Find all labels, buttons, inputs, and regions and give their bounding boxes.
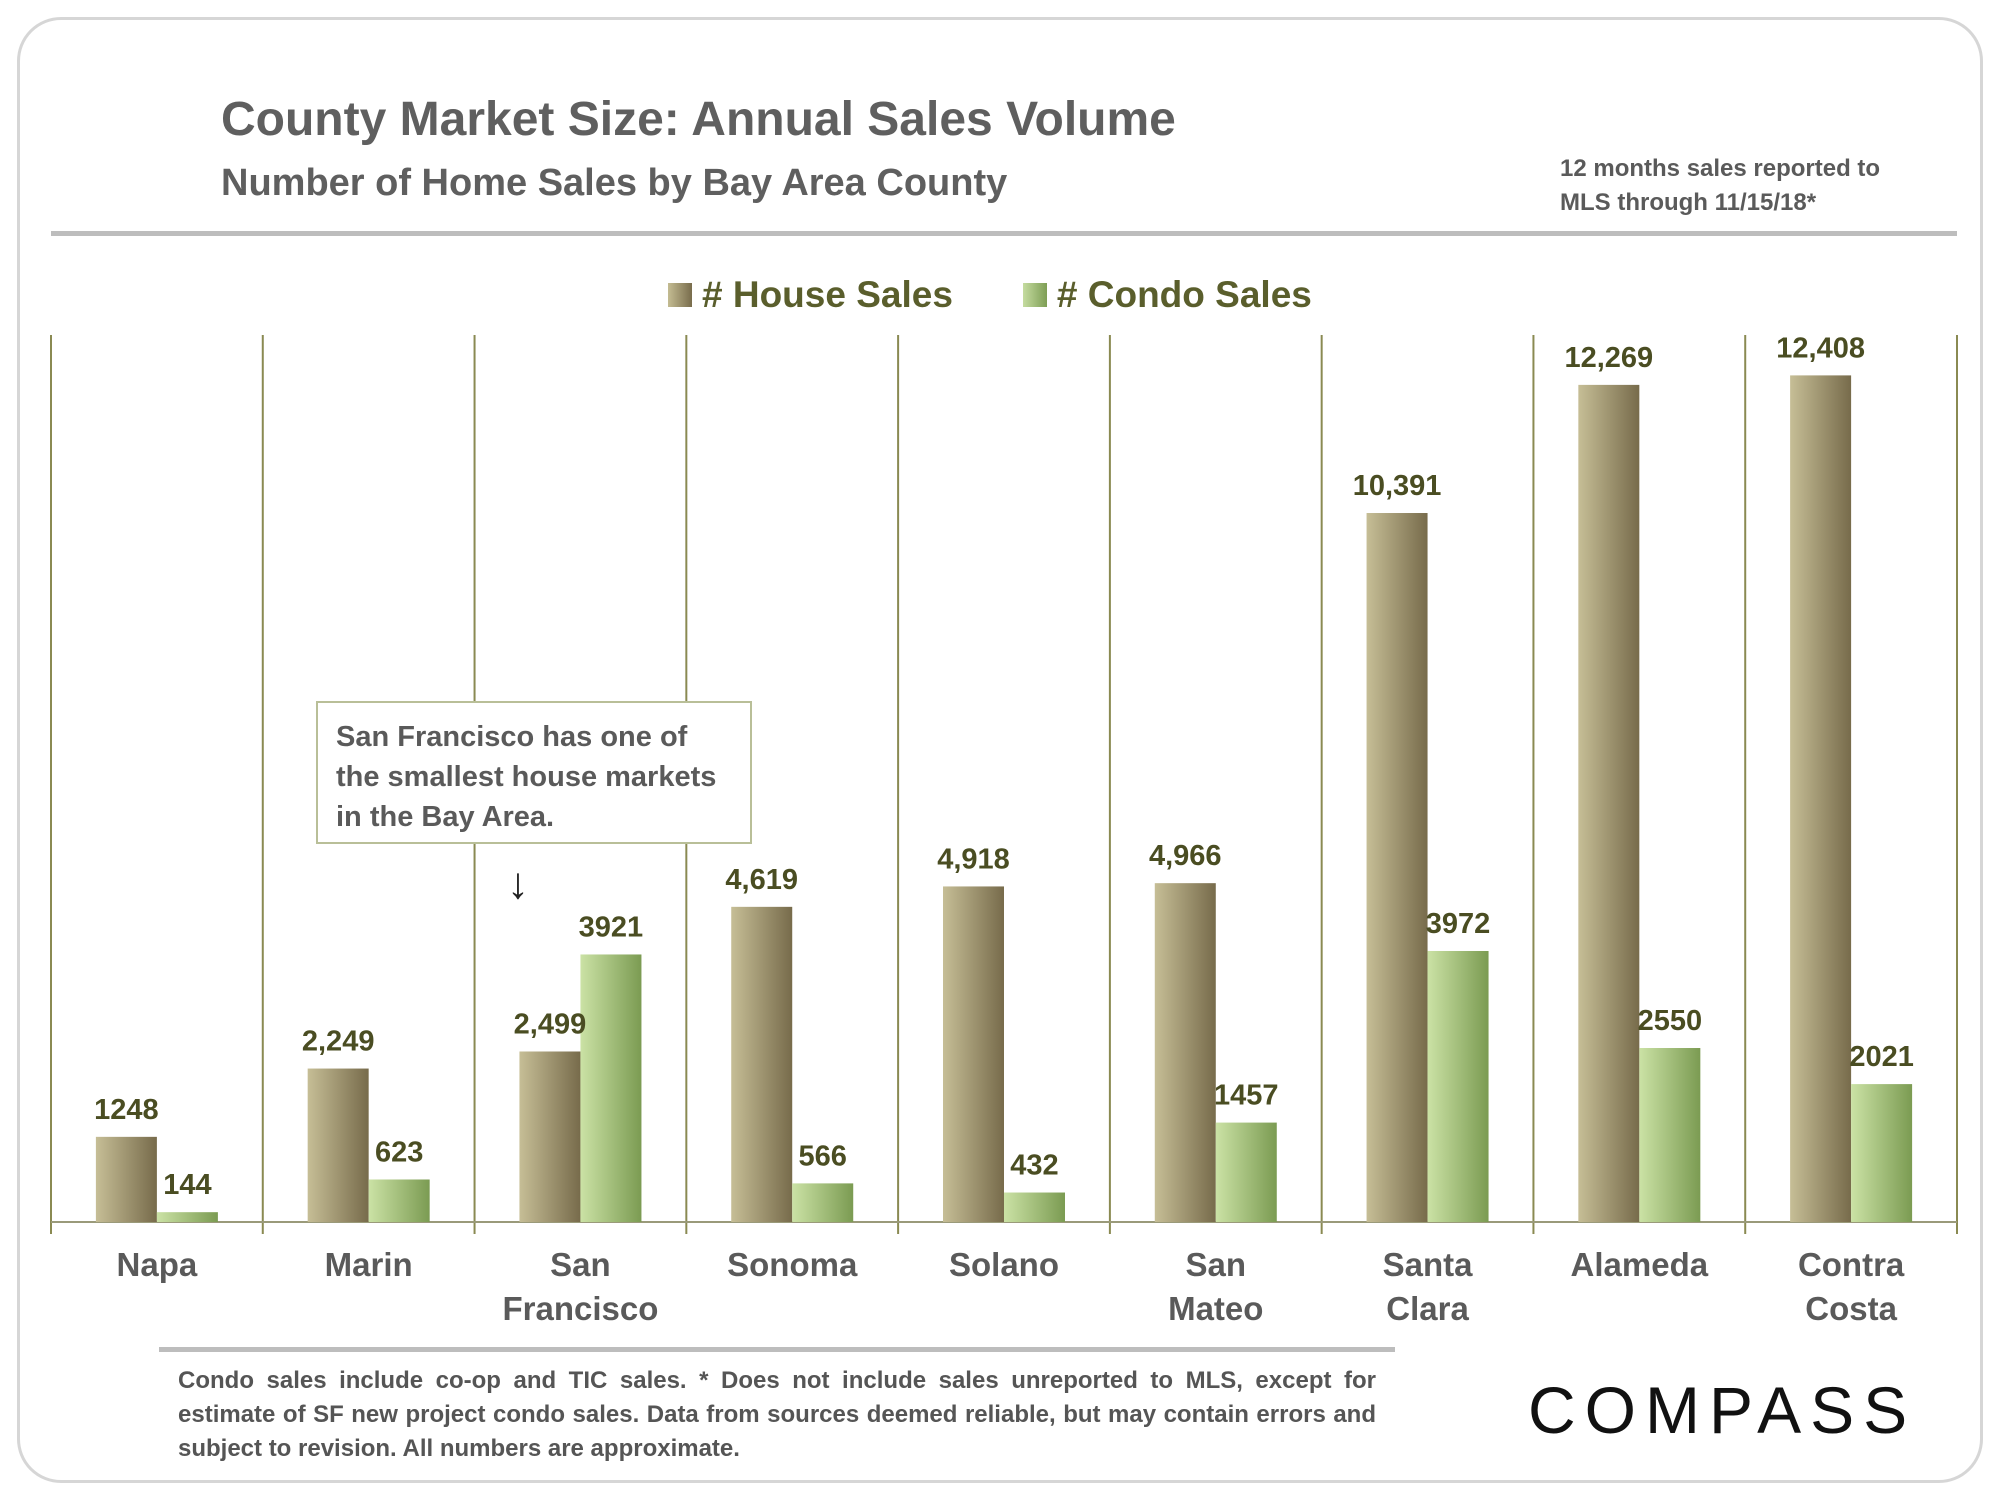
- compass-logo: COMPASS: [1528, 1373, 1917, 1447]
- header-divider: [51, 231, 1957, 236]
- bar-condo: [580, 954, 642, 1222]
- bar-house: [1790, 375, 1852, 1223]
- data-label-condo: 3972: [1426, 908, 1491, 940]
- bars: [95, 375, 1913, 1223]
- bar-condo: [1004, 1192, 1065, 1222]
- footnote: Condo sales include co-op and TIC sales.…: [178, 1367, 1376, 1462]
- bar-house: [1366, 513, 1428, 1222]
- data-label-house: 4,619: [725, 864, 798, 896]
- category-label: Santa Clara: [1383, 1246, 1474, 1327]
- data-labels: 1248 144 2,249 623 2,499 3921 4,619 566 4,918 432…: [94, 332, 1914, 1201]
- legend-label-house: # House Sales: [702, 274, 953, 315]
- bar-house: [1154, 883, 1216, 1222]
- category-label: Solano: [949, 1246, 1059, 1283]
- bar-condo: [1639, 1048, 1701, 1222]
- bar-house: [1578, 384, 1640, 1222]
- bar-house: [943, 886, 1004, 1222]
- reporting-note: 12 months sales reported to MLS through …: [1560, 155, 1881, 216]
- data-label-condo: 1457: [1214, 1080, 1279, 1112]
- data-label-house: 2,249: [302, 1026, 375, 1058]
- data-label-house: 4,918: [937, 843, 1010, 875]
- category-label: Alameda: [1571, 1246, 1709, 1283]
- arrow-down-icon: ↓: [507, 859, 529, 908]
- chart-title: County Market Size: Annual Sales Volume: [221, 93, 1176, 146]
- data-label-condo: 3921: [579, 911, 644, 943]
- category-label: Sonoma: [727, 1246, 858, 1283]
- bar-condo: [156, 1212, 218, 1222]
- bar-condo: [1427, 950, 1489, 1222]
- bar-house: [95, 1136, 157, 1222]
- bar-house: [519, 1051, 581, 1222]
- category-axis: Napa Marin San Francisco Sonoma Solano San Mate…: [117, 1246, 1905, 1327]
- data-label-condo: 566: [799, 1140, 847, 1172]
- category-label: Contra Costa: [1798, 1246, 1905, 1327]
- category-label: San Mateo: [1168, 1246, 1263, 1327]
- data-label-house: 1248: [94, 1094, 159, 1126]
- chart-subtitle: Number of Home Sales by Bay Area County: [221, 162, 1008, 204]
- chart-legend: # House Sales # Condo Sales: [668, 270, 1382, 320]
- footer-divider: [159, 1347, 1395, 1352]
- bar-condo: [368, 1179, 430, 1222]
- bar-condo: [792, 1183, 854, 1222]
- bar-house: [731, 906, 793, 1222]
- legend-swatch-house: [668, 283, 692, 307]
- data-label-house: 4,966: [1149, 840, 1222, 872]
- bar-condo: [1215, 1122, 1277, 1222]
- category-label: San Francisco: [502, 1246, 658, 1327]
- legend-swatch-condo: [1022, 283, 1047, 307]
- data-label-condo: 2021: [1849, 1041, 1914, 1073]
- data-label-condo: 2550: [1638, 1005, 1703, 1037]
- data-label-condo: 432: [1010, 1150, 1058, 1182]
- category-label: Marin: [325, 1246, 413, 1283]
- data-label-condo: 144: [163, 1169, 211, 1201]
- legend-label-condo: # Condo Sales: [1056, 274, 1312, 315]
- category-label: Napa: [117, 1246, 198, 1283]
- data-label-house: 12,269: [1564, 342, 1653, 374]
- data-label-house: 10,391: [1353, 470, 1442, 502]
- data-label-house: 12,408: [1776, 332, 1865, 364]
- data-label-condo: 623: [375, 1136, 423, 1168]
- bar-house: [307, 1068, 369, 1222]
- bar-condo: [1851, 1084, 1913, 1222]
- annotation-callout: San Francisco has one of the smallest ho…: [316, 701, 752, 844]
- data-label-house: 2,499: [514, 1008, 587, 1040]
- legend-item-house: # House Sales: [668, 274, 953, 316]
- legend-item-condo: # Condo Sales: [1022, 274, 1312, 316]
